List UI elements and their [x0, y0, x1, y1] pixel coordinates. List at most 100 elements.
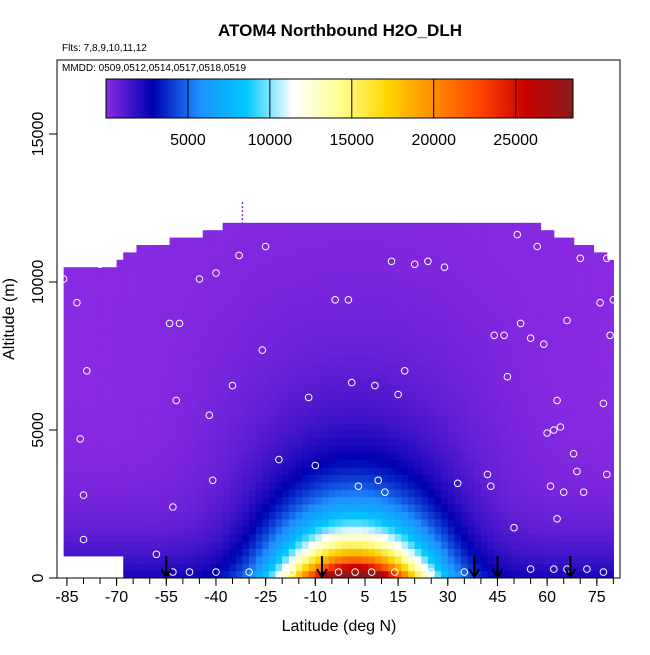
heatmap-cell [295, 341, 303, 350]
heatmap-cell [606, 348, 614, 357]
heatmap-cell [454, 259, 462, 268]
heatmap-cell [282, 356, 290, 364]
heatmap-cell [368, 548, 376, 557]
heatmap-cell [348, 541, 356, 549]
heatmap-cell [262, 452, 270, 461]
heatmap-cell [143, 430, 151, 438]
heatmap-cell [514, 452, 522, 461]
heatmap-cell [480, 363, 489, 372]
heatmap-cell [255, 304, 263, 313]
heatmap-cell [520, 570, 528, 578]
heatmap-cell [262, 415, 270, 424]
heatmap-cell [242, 363, 250, 372]
heatmap-cell [527, 444, 535, 453]
heatmap-cell [547, 548, 555, 557]
heatmap-cell [176, 252, 184, 261]
heatmap-cell [63, 289, 71, 298]
heatmap-cell [573, 518, 581, 527]
heatmap-cell [401, 237, 409, 246]
heatmap-cell [500, 363, 508, 372]
heatmap-cell [494, 274, 502, 283]
heatmap-cell [507, 400, 515, 409]
heatmap-cell [388, 348, 396, 357]
heatmap-cell [461, 474, 469, 483]
heatmap-cell [520, 267, 528, 276]
heatmap-cell [63, 304, 71, 313]
heatmap-cell [553, 296, 561, 305]
sample-point [169, 503, 177, 511]
heatmap-cell [487, 311, 495, 320]
heatmap-cell [215, 444, 224, 453]
heatmap-cell [600, 548, 608, 557]
heatmap-cell [76, 467, 85, 475]
heatmap-cell [474, 230, 482, 239]
heatmap-cell [487, 467, 495, 475]
heatmap-cell [573, 459, 581, 468]
heatmap-cell [156, 474, 164, 483]
heatmap-cell [341, 333, 350, 342]
heatmap-cell [507, 526, 515, 535]
heatmap-cell [109, 363, 118, 372]
heatmap-cell [394, 452, 403, 461]
heatmap-cell [368, 430, 376, 438]
heatmap-cell [282, 452, 290, 461]
heatmap-cell [421, 430, 429, 438]
heatmap-cell [288, 378, 297, 387]
heatmap-cell [202, 348, 210, 357]
heatmap-cell [162, 459, 171, 468]
heatmap-cell [520, 526, 528, 535]
heatmap-cell [560, 348, 568, 357]
heatmap-cell [467, 526, 475, 535]
heatmap-cell [222, 548, 230, 557]
heatmap-cell [315, 245, 323, 253]
heatmap-cell [209, 430, 217, 438]
heatmap-cell [461, 452, 469, 461]
heatmap-cell [282, 563, 290, 572]
heatmap-cell [520, 430, 528, 438]
heatmap-cell [388, 474, 396, 483]
heatmap-cell [394, 304, 403, 313]
heatmap-cell [606, 333, 614, 342]
heatmap-cell [169, 348, 177, 357]
heatmap-cell [315, 444, 323, 453]
heatmap-cell [480, 282, 489, 290]
heatmap-cell [242, 526, 250, 535]
heatmap-cell [83, 459, 91, 468]
heatmap-cell [593, 541, 601, 549]
heatmap-cell [321, 237, 330, 246]
heatmap-cell [229, 555, 237, 564]
heatmap-cell [275, 333, 283, 342]
heatmap-cell [606, 511, 614, 520]
heatmap-cell [381, 304, 389, 313]
heatmap-cell [308, 563, 316, 572]
heatmap-cell [408, 496, 416, 505]
heatmap-cell [533, 511, 542, 520]
heatmap-cell [374, 370, 383, 379]
heatmap-cell [328, 311, 336, 320]
heatmap-cell [202, 267, 210, 276]
heatmap-cell [560, 407, 568, 416]
heatmap-cell [315, 252, 323, 261]
heatmap-cell [222, 481, 230, 490]
heatmap-cell [408, 444, 416, 453]
heatmap-cell [467, 533, 475, 542]
heatmap-cell [474, 333, 482, 342]
heatmap-cell [262, 518, 270, 527]
heatmap-cell [96, 467, 104, 475]
heatmap-cell [441, 363, 449, 372]
heatmap-cell [394, 356, 403, 364]
heatmap-cell [328, 348, 336, 357]
heatmap-cell [427, 570, 436, 578]
heatmap-cell [434, 541, 442, 549]
heatmap-cell [70, 333, 78, 342]
heatmap-cell [374, 245, 383, 253]
heatmap-cell [308, 311, 316, 320]
heatmap-cell [573, 430, 581, 438]
heatmap-cell [288, 311, 297, 320]
heatmap-cell [149, 444, 157, 453]
heatmap-cell [368, 230, 376, 239]
heatmap-cell [547, 356, 555, 364]
heatmap-cell [348, 511, 356, 520]
heatmap-cell [328, 230, 336, 239]
heatmap-cell [282, 378, 290, 387]
